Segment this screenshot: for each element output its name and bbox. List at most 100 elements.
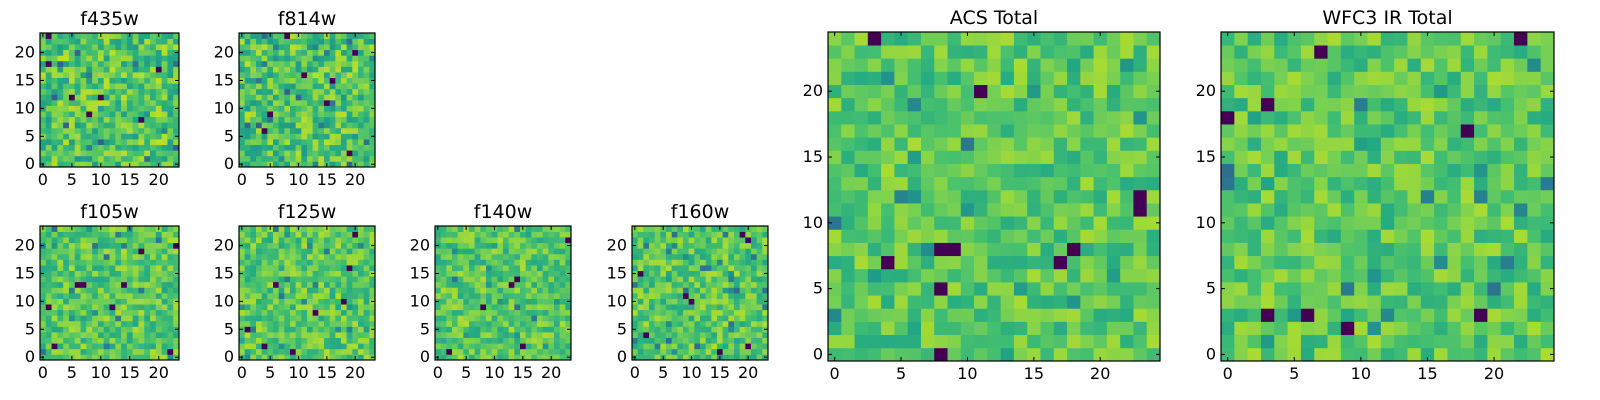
heatmap-cell — [637, 293, 644, 299]
heatmap-cell — [734, 326, 741, 333]
heatmap-cell — [1221, 282, 1235, 296]
heatmap-cell — [705, 226, 712, 232]
heatmap-cell — [126, 332, 134, 339]
heatmap-cell — [643, 242, 650, 249]
heatmap-cell — [694, 343, 701, 350]
heatmap-cell — [491, 348, 498, 355]
heatmap-cell — [1106, 282, 1121, 296]
heatmap-cell — [267, 293, 274, 299]
heatmap-cell — [103, 88, 110, 95]
heatmap-cell — [40, 237, 47, 244]
heatmap-cell — [1067, 282, 1081, 296]
heatmap-cell — [278, 287, 285, 294]
heatmap-cell — [1314, 216, 1328, 230]
heatmap-cell — [934, 163, 948, 178]
heatmap-cell — [1247, 229, 1262, 243]
heatmap-cell — [115, 150, 122, 157]
heatmap-cell — [1514, 268, 1528, 283]
heatmap-cell — [369, 348, 376, 355]
heatmap-cell — [307, 66, 314, 73]
heatmap-cell — [167, 144, 174, 151]
heatmap-cell — [239, 231, 246, 238]
heatmap-cell — [1527, 97, 1542, 112]
heatmap-cell — [45, 309, 52, 316]
heatmap-cell — [369, 38, 376, 45]
heatmap-cell — [132, 253, 139, 260]
heatmap-cell — [520, 304, 527, 311]
heatmap-cell — [1474, 203, 1488, 217]
heatmap-cell — [542, 326, 549, 333]
heatmap-cell — [643, 231, 650, 238]
heatmap-cell — [1093, 32, 1108, 46]
heatmap-cell — [51, 66, 58, 73]
heatmap-cell — [318, 150, 325, 157]
heatmap-cell — [688, 309, 695, 316]
heatmap-cell — [660, 265, 667, 272]
heatmap-cell — [57, 259, 64, 266]
heatmap-cell — [1314, 203, 1328, 217]
heatmap-cell — [677, 354, 684, 361]
heatmap-cell — [126, 122, 134, 129]
heatmap-cell — [1380, 308, 1395, 322]
heatmap-cell — [346, 293, 353, 299]
heatmap-cell — [1287, 334, 1302, 349]
heatmap-cell — [854, 32, 869, 46]
heatmap-cell — [363, 237, 370, 244]
heatmap-cell — [358, 287, 365, 294]
heatmap-cell — [150, 144, 157, 151]
heatmap-cell — [324, 309, 331, 316]
heatmap-cell — [1514, 242, 1528, 257]
heatmap-cell — [1434, 110, 1448, 125]
heatmap-cell — [121, 354, 128, 361]
heatmap-cell — [694, 320, 701, 327]
heatmap-cell — [960, 229, 975, 243]
heatmap-cell — [1221, 45, 1235, 59]
heatmap-cell — [57, 248, 64, 255]
heatmap-cell — [1487, 110, 1502, 125]
heatmap-cell — [244, 298, 251, 305]
heatmap-cell — [256, 343, 263, 350]
heatmap-cell — [554, 287, 561, 294]
heatmap-cell — [346, 326, 353, 333]
heatmap-cell — [150, 155, 157, 162]
heatmap-cell — [907, 229, 922, 243]
heatmap-cell — [341, 144, 348, 151]
heatmap-cell — [363, 38, 370, 45]
heatmap-cell — [126, 111, 134, 118]
heatmap-cell — [312, 77, 319, 84]
heatmap-cell — [660, 259, 667, 266]
heatmap-cell — [103, 55, 110, 62]
heatmap-cell — [301, 38, 308, 45]
heatmap-cell — [80, 161, 87, 168]
heatmap-cell — [1040, 45, 1055, 59]
heatmap-cell — [115, 49, 122, 56]
heatmap-cell — [51, 100, 58, 106]
heatmap-cell — [363, 276, 370, 283]
heatmap-cell — [341, 304, 348, 311]
heatmap-cell — [1460, 321, 1475, 336]
heatmap-cell — [161, 83, 168, 90]
heatmap-cell — [435, 320, 442, 327]
heatmap-cell — [745, 237, 752, 244]
heatmap-cell — [346, 354, 353, 361]
heatmap-cell — [144, 116, 151, 123]
heatmap-cell — [491, 237, 498, 244]
heatmap-cell — [239, 127, 246, 134]
heatmap-cell — [256, 248, 263, 255]
heatmap-cell — [312, 231, 319, 238]
heatmap-cell — [45, 293, 52, 299]
heatmap-cell — [677, 298, 684, 305]
heatmap-cell — [369, 293, 376, 299]
y-tick-label: 5 — [813, 279, 823, 298]
x-tick-label: 0 — [237, 170, 247, 189]
heatmap-cell — [138, 320, 145, 327]
heatmap-cell — [256, 122, 263, 129]
heatmap-cell — [250, 332, 257, 339]
heatmap-cell — [739, 276, 746, 283]
heatmap-cell — [278, 66, 285, 73]
heatmap-cell — [1013, 334, 1028, 349]
heatmap-cell — [1367, 282, 1382, 296]
heatmap-cell — [881, 150, 895, 164]
heatmap-cell — [1540, 334, 1555, 349]
heatmap-cell — [1027, 295, 1041, 309]
